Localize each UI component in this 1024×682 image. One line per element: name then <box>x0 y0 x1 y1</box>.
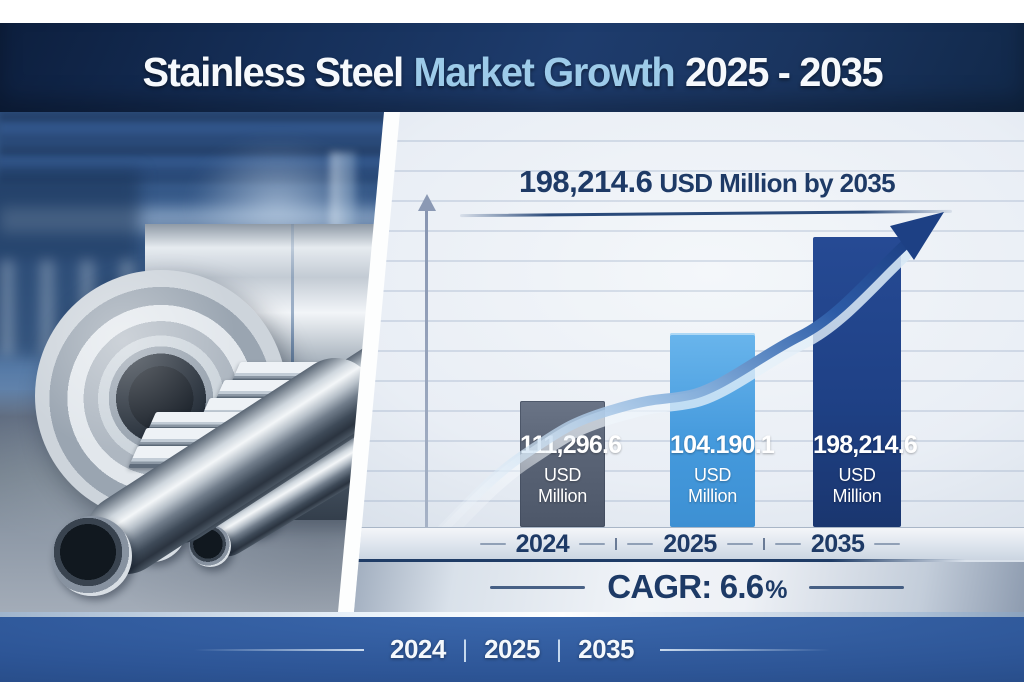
bar-value: 198,214.6 <box>813 431 918 459</box>
percent-sign: % <box>765 576 787 604</box>
title-part-accent: Market Growth <box>413 49 675 95</box>
footer-separator: | <box>555 635 563 663</box>
title-part-main: Stainless Steel <box>142 49 404 95</box>
headline-suffix: USD Million by 2035 <box>659 168 896 198</box>
footer-year-2025: 2025 <box>484 634 540 664</box>
bar-2035-label: 198,214.6 USD Million <box>813 431 918 507</box>
chart-panel: 198,214.6 USD Million by 2035 111,296.6 U… <box>354 112 1024 612</box>
axis-dash <box>579 543 606 545</box>
header-band: Stainless Steel Market Growth 2025 - 2035 <box>0 23 1024 115</box>
bar-2025-label: 104.190.1 USD Million <box>670 431 775 507</box>
headline-value: 198,214.6 <box>518 164 653 199</box>
footer-divider <box>0 612 1024 617</box>
bar-unit: USD Million <box>538 465 587 506</box>
page-title: Stainless Steel Market Growth 2025 - 2035 <box>142 39 884 96</box>
chart-headline: 198,214.6 USD Million by 2035 <box>420 164 994 200</box>
x-axis-band: 2024 2025 2035 <box>354 527 1024 560</box>
axis-dash <box>774 543 801 545</box>
bar-value: 111,296.6 <box>520 431 622 459</box>
footer-year-2024: 2024 <box>390 634 446 664</box>
title-part-years: 2025 - 2035 <box>684 49 884 95</box>
cagr-value: CAGR: 6.6% <box>607 568 787 606</box>
steel-pipe-end <box>52 516 132 596</box>
axis-dash <box>874 543 901 545</box>
axis-tick <box>615 538 618 550</box>
cagr-dash-right <box>808 585 904 589</box>
footer-year-2035: 2035 <box>578 634 634 664</box>
footer-separator: | <box>461 635 469 663</box>
axis-label-2024: 2024 <box>515 529 570 558</box>
axis-dash <box>479 543 506 545</box>
bar-2035: 198,214.6 USD Million <box>813 237 918 527</box>
cagr-dash-left <box>490 585 586 589</box>
footer-line-right <box>660 648 830 651</box>
bar-2025: 104.190.1 USD Million <box>670 333 775 527</box>
bar-value: 104.190.1 <box>670 431 775 459</box>
axis-underline <box>354 559 966 562</box>
y-axis <box>425 210 428 527</box>
cagr-text: CAGR: 6.6 <box>607 568 764 605</box>
bar-unit: USD Million <box>688 465 737 506</box>
axis-label-2025: 2025 <box>663 529 717 558</box>
y-axis-arrow-icon <box>418 194 436 211</box>
axis-dash <box>726 543 753 545</box>
axis-tick <box>762 538 765 550</box>
top-margin-strip <box>0 0 1024 23</box>
cagr-band: CAGR: 6.6% <box>354 562 1024 612</box>
bar-2024-label: 111,296.6 USD Million <box>520 431 622 507</box>
axis-dash <box>627 543 654 545</box>
axis-label-2035: 2035 <box>810 529 865 558</box>
bar-2024: 111,296.6 USD Million <box>520 401 622 527</box>
bar-unit: USD Million <box>832 465 882 506</box>
footer-line-left <box>194 648 364 651</box>
footer-band: 2024 | 2025 | 2035 <box>0 617 1024 682</box>
